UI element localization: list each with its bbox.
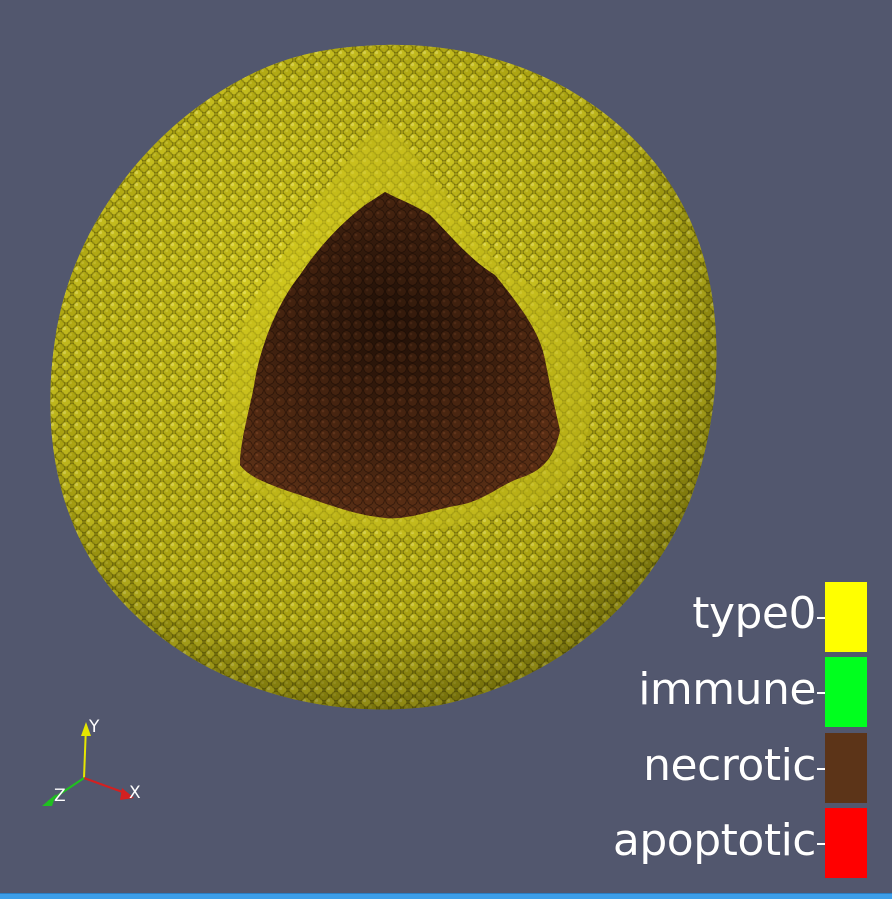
legend-swatch-type0 — [825, 582, 867, 652]
legend-label-apoptotic: apoptotic — [612, 815, 817, 866]
legend-label-necrotic: necrotic — [643, 740, 816, 791]
legend-swatch-necrotic — [825, 733, 867, 803]
legend-label-type0: type0 — [692, 588, 816, 639]
status-bar — [0, 893, 892, 899]
legend-tick-type0 — [817, 617, 826, 619]
y-axis-arrow — [81, 722, 91, 736]
necrotic-core — [240, 192, 560, 519]
legend-label-immune: immune — [638, 664, 816, 715]
legend-swatch-immune — [825, 657, 867, 727]
legend-tick-apoptotic — [817, 843, 826, 845]
legend-tick-necrotic — [817, 768, 826, 770]
x-axis-label: X — [129, 783, 141, 803]
z-axis-label: Z — [54, 786, 66, 806]
x-axis-line — [83, 777, 129, 795]
z-axis-arrow — [42, 794, 56, 806]
y-axis-label: Y — [89, 717, 100, 737]
legend-tick-immune — [817, 692, 826, 694]
x-axis-arrow — [120, 788, 134, 800]
legend-swatch-apoptotic — [825, 808, 867, 878]
orientation-axes — [42, 722, 134, 806]
